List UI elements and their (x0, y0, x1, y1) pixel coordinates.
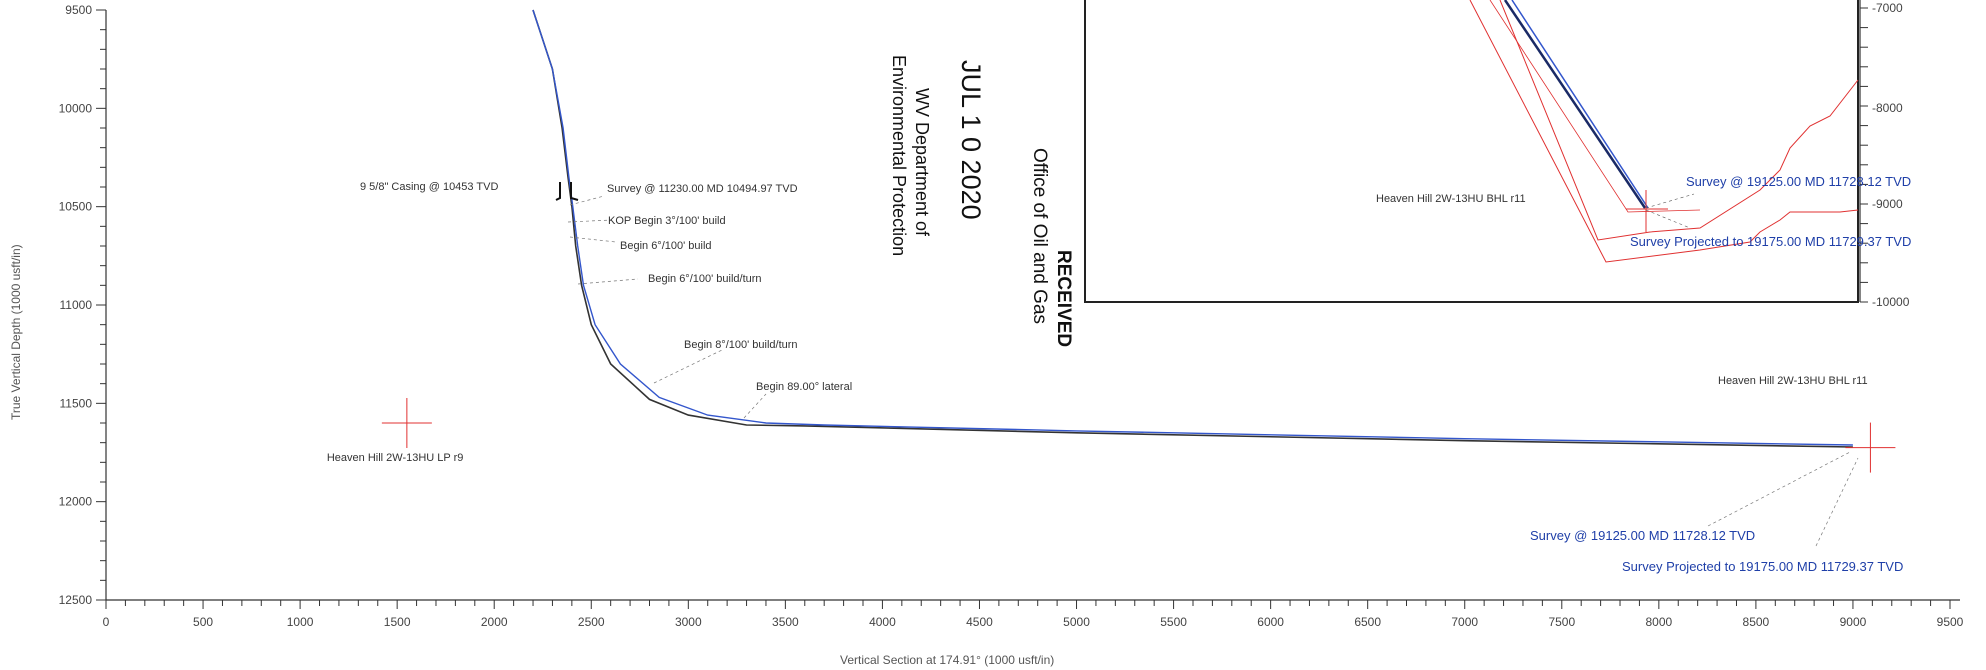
casing-shoe-right (570, 182, 579, 201)
y-tick-label: 11500 (60, 396, 93, 410)
y-axis-label: True Vertical Depth (1000 usft/in) (9, 244, 23, 420)
target-layer: Heaven Hill 2W-13HU LP r9 (327, 398, 1896, 473)
stamp-dept1: WV Department of (912, 88, 932, 237)
x-tick-label: 1500 (384, 615, 411, 629)
inset-wellbore-plan (1503, 0, 1647, 209)
inset-tick-7000: -7000 (1872, 1, 1903, 15)
ann-begin-8-turn: Begin 8°/100' build/turn (684, 339, 798, 351)
inset-leader-2 (1645, 209, 1691, 229)
leader-begin-6-turn (577, 278, 639, 285)
inset-tick-10000: -10000 (1872, 295, 1910, 309)
x-axis-label: Vertical Section at 174.91° (1000 usft/i… (840, 653, 1054, 667)
leader-begin-89-lateral (743, 393, 767, 419)
x-tick-label: 2500 (578, 615, 605, 629)
x-ticks (105, 600, 1951, 609)
main-axes: 0 500 1000 1500 2000 2500 3000 3500 4000 4500 5000… (9, 3, 1964, 667)
y-tick-labels: 9500 10000 10500 11000 11500 12000 12500 (59, 3, 93, 607)
x-tick-label: 3000 (675, 615, 702, 629)
x-tick-label: 8000 (1645, 615, 1672, 629)
ann-casing: 9 5/8" Casing @ 10453 TVD (360, 181, 498, 193)
x-tick-label: 4000 (869, 615, 896, 629)
inset-tick-9000: -9000 (1872, 197, 1903, 211)
inset-tick-8000: -8000 (1872, 101, 1903, 115)
leader-survey-19125 (1707, 451, 1851, 527)
x-tick-label: 9000 (1840, 615, 1867, 629)
wellbore-plan-line (532, 9, 1853, 448)
ann-begin-6-build: Begin 6°/100' build (620, 240, 712, 252)
x-tick-label: 5000 (1063, 615, 1090, 629)
inset-lease-line-outer (1469, 0, 1859, 263)
stamp-office: Office of Oil and Gas (1029, 148, 1050, 324)
x-tick-label: 8500 (1743, 615, 1770, 629)
inset-plan-view: -7000 -8000 -9000 -10000 Heaven Hill 2W-… (1084, 0, 1911, 309)
x-tick-label: 0 (103, 615, 110, 629)
ann-bhl-main: Heaven Hill 2W-13HU BHL r11 (1718, 375, 1868, 387)
y-tick-label: 12500 (59, 593, 93, 607)
leader-begin-8-turn (653, 349, 723, 384)
casing-shoe-left (555, 182, 561, 201)
ann-survey-11230: Survey @ 11230.00 MD 10494.97 TVD (607, 183, 798, 195)
y-tick-label: 10000 (59, 101, 93, 115)
x-tick-label: 2000 (481, 615, 508, 629)
inset-lease-line-inner (1499, 0, 1859, 241)
ann-survey-19125: Survey @ 19125.00 MD 11728.12 TVD (1530, 528, 1755, 543)
ann-begin-6-turn: Begin 6°/100' build/turn (648, 273, 762, 285)
y-tick-label: 10500 (59, 200, 93, 214)
inset-wellbore-actual (1511, 0, 1649, 209)
series-layer (532, 9, 1853, 448)
ann-begin-89-lateral: Begin 89.00° lateral (756, 381, 852, 393)
x-tick-label: 500 (193, 615, 213, 629)
x-tick-labels: 0 500 1000 1500 2000 2500 3000 3500 4000 4500 5000… (103, 615, 1964, 629)
annotation-leaders (567, 195, 1859, 547)
ann-kop: KOP Begin 3°/100' build (608, 215, 726, 227)
wellbore-actual-line (532, 9, 1853, 446)
stamp-dept2: Environmental Protection (889, 55, 909, 256)
y-ticks (96, 9, 106, 601)
leader-kop (567, 219, 613, 223)
x-tick-label: 6500 (1354, 615, 1381, 629)
y-tick-label: 9500 (65, 3, 92, 17)
target-label: Heaven Hill 2W-13HU LP r9 (327, 452, 464, 464)
x-tick-label: 1000 (287, 615, 314, 629)
inset-lease-line-mid (1489, 0, 1701, 213)
x-tick-label: 7000 (1451, 615, 1478, 629)
leader-begin-6-build (569, 236, 617, 243)
inset-right-ticks (1860, 7, 1868, 303)
annotations: 9 5/8" Casing @ 10453 TVD Survey @ 11230… (360, 181, 1903, 574)
ann-projected-19175: Survey Projected to 19175.00 MD 11729.37… (1622, 559, 1903, 574)
received-stamp: RECEIVED Office of Oil and Gas JUL 1 0 2… (889, 55, 1074, 347)
x-tick-label: 4500 (966, 615, 993, 629)
y-tick-label: 11000 (60, 298, 93, 312)
casing-marker (555, 182, 579, 201)
y-tick-label: 12000 (59, 495, 93, 509)
x-tick-label: 6000 (1257, 615, 1284, 629)
inset-box (1084, 0, 1859, 303)
leader-projected-19175 (1815, 457, 1859, 547)
stamp-received: RECEIVED (1053, 250, 1074, 347)
x-tick-label: 5500 (1160, 615, 1187, 629)
x-tick-label: 9500 (1937, 615, 1964, 629)
x-tick-label: 3500 (772, 615, 799, 629)
inset-survey-label: Survey @ 19125.00 MD 11728.12 TVD (1686, 174, 1911, 189)
leader-survey-11230 (569, 195, 605, 206)
stamp-date: JUL 1 0 2020 (956, 60, 986, 220)
inset-bhl-label: Heaven Hill 2W-13HU BHL r11 (1376, 193, 1526, 205)
inset-projected-label: Survey Projected to 19175.00 MD 11729.37… (1630, 234, 1911, 249)
inset-leader-1 (1645, 193, 1695, 209)
x-tick-label: 7500 (1548, 615, 1575, 629)
